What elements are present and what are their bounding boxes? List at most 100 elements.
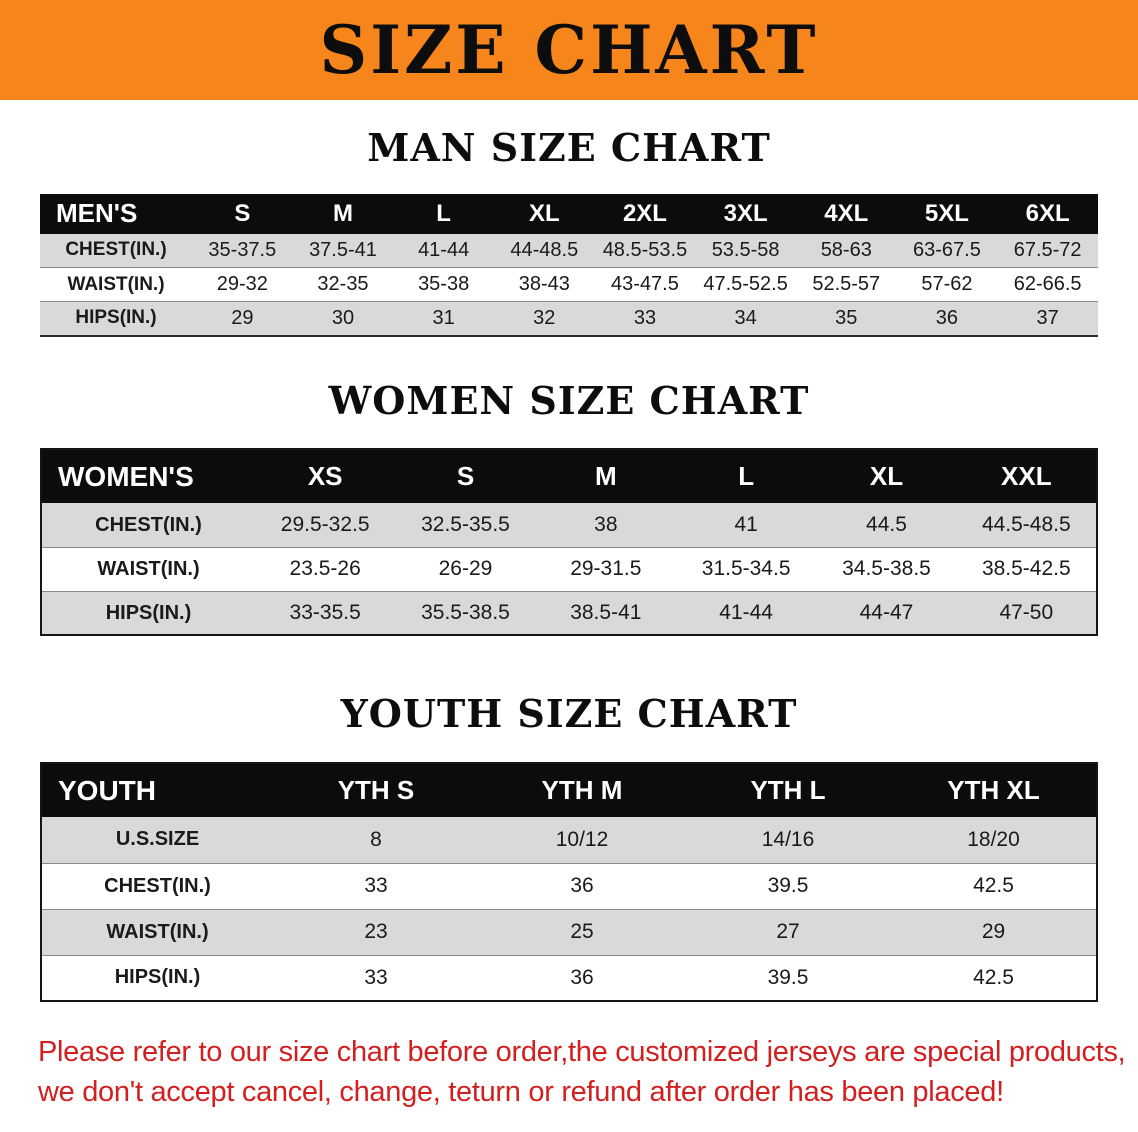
- size-header-cell: XL: [493, 193, 595, 234]
- size-value-cell: 23.5-26: [255, 547, 396, 592]
- size-header-cell: YTH XL: [891, 763, 1097, 818]
- size-value-cell: 48.5-53.5: [594, 233, 696, 269]
- size-value-cell: 47.5-52.5: [695, 267, 796, 303]
- size-header-cell: L: [675, 449, 817, 504]
- size-value-cell: 35-38: [393, 267, 494, 303]
- table-title-cell: YOUTH: [41, 763, 273, 818]
- size-header-cell: 4XL: [795, 193, 897, 234]
- size-header-cell: XL: [816, 449, 957, 504]
- size-value-cell: 36: [896, 301, 998, 337]
- size-value-cell: 53.5-58: [695, 233, 796, 269]
- size-value-cell: 33: [594, 301, 696, 337]
- size-value-cell: 33: [273, 955, 479, 1002]
- size-value-cell: 14/16: [685, 817, 891, 864]
- table-row: WAIST(IN.) 29-32 32-35 35-38 38-43 43-47.5 47.…: [40, 267, 1098, 303]
- row-label-cell: WAIST(IN.): [41, 547, 255, 592]
- size-value-cell: 38-43: [493, 267, 595, 303]
- size-value-cell: 25: [479, 909, 685, 956]
- size-value-cell: 43-47.5: [594, 267, 696, 303]
- size-value-cell: 29.5-32.5: [255, 503, 396, 548]
- table-row: CHEST(IN.) 33 36 39.5 42.5: [41, 863, 1097, 910]
- size-value-cell: 29: [891, 909, 1097, 956]
- men-size-section: MAN SIZE CHART MEN'S S M L XL 2XL 3XL 4XL 5XL 6XL…: [0, 126, 1138, 337]
- size-value-cell: 41-44: [675, 591, 817, 636]
- page-title: SIZE CHART: [319, 11, 819, 89]
- row-label-cell: CHEST(IN.): [40, 233, 192, 269]
- size-header-cell: YTH S: [273, 763, 479, 818]
- size-header-cell: M: [292, 193, 394, 234]
- size-value-cell: 31: [393, 301, 494, 337]
- size-value-cell: 41-44: [393, 233, 494, 269]
- size-value-cell: 39.5: [685, 955, 891, 1002]
- men-size-table: MEN'S S M L XL 2XL 3XL 4XL 5XL 6XL CHEST(IN.) 35-37…: [40, 193, 1098, 337]
- size-value-cell: 32.5-35.5: [395, 503, 536, 548]
- size-value-cell: 41: [675, 503, 817, 548]
- size-value-cell: 33: [273, 863, 479, 910]
- size-value-cell: 10/12: [479, 817, 685, 864]
- table-row: WAIST(IN.) 23 25 27 29: [41, 909, 1097, 956]
- size-header-cell: XXL: [956, 449, 1097, 504]
- table-header-row: MEN'S S M L XL 2XL 3XL 4XL 5XL 6XL: [40, 193, 1098, 234]
- row-label-cell: HIPS(IN.): [40, 301, 192, 337]
- size-value-cell: 35.5-38.5: [395, 591, 536, 636]
- size-value-cell: 44.5: [816, 503, 957, 548]
- table-row: CHEST(IN.) 35-37.5 37.5-41 41-44 44-48.5 48.5…: [40, 233, 1098, 269]
- size-value-cell: 34.5-38.5: [816, 547, 957, 592]
- size-value-cell: 52.5-57: [795, 267, 897, 303]
- row-label-cell: HIPS(IN.): [41, 955, 273, 1002]
- youth-size-section: YOUTH SIZE CHART YOUTH YTH S YTH M YTH L YTH…: [0, 692, 1138, 1003]
- size-value-cell: 62-66.5: [997, 267, 1098, 303]
- size-value-cell: 31.5-34.5: [675, 547, 817, 592]
- size-value-cell: 36: [479, 955, 685, 1002]
- size-value-cell: 18/20: [891, 817, 1097, 864]
- men-section-heading: MAN SIZE CHART: [367, 125, 771, 170]
- women-size-table: WOMEN'S XS S M L XL XXL CHEST(IN.) 29.5-32.5 32.5…: [40, 448, 1098, 637]
- size-header-cell: XS: [255, 449, 396, 504]
- size-value-cell: 44-47: [816, 591, 957, 636]
- size-value-cell: 34: [695, 301, 796, 337]
- disclaimer-line-2: we don't accept cancel, change, teturn o…: [38, 1076, 1004, 1109]
- size-value-cell: 29-32: [192, 267, 293, 303]
- size-value-cell: 8: [273, 817, 479, 864]
- size-value-cell: 42.5: [891, 955, 1097, 1002]
- size-value-cell: 27: [685, 909, 891, 956]
- size-header-cell: S: [192, 193, 293, 234]
- table-row: HIPS(IN.) 33-35.5 35.5-38.5 38.5-41 41-44 44-…: [41, 591, 1097, 636]
- table-row: U.S.SIZE 8 10/12 14/16 18/20: [41, 817, 1097, 864]
- size-value-cell: 47-50: [956, 591, 1097, 636]
- size-value-cell: 26-29: [395, 547, 536, 592]
- table-row: HIPS(IN.) 29 30 31 32 33 34 35 36 37: [40, 301, 1098, 337]
- size-header-cell: L: [393, 193, 494, 234]
- youth-size-table: YOUTH YTH S YTH M YTH L YTH XL U.S.SIZE 8 10/12…: [40, 762, 1098, 1003]
- size-header-cell: 6XL: [997, 193, 1098, 234]
- size-value-cell: 35-37.5: [192, 233, 293, 269]
- size-value-cell: 39.5: [685, 863, 891, 910]
- size-value-cell: 37.5-41: [292, 233, 394, 269]
- size-header-cell: S: [395, 449, 536, 504]
- table-title-cell: MEN'S: [40, 193, 192, 234]
- size-value-cell: 67.5-72: [997, 233, 1098, 269]
- size-value-cell: 30: [292, 301, 394, 337]
- size-value-cell: 38.5-41: [535, 591, 676, 636]
- size-header-cell: 3XL: [695, 193, 796, 234]
- row-label-cell: U.S.SIZE: [41, 817, 273, 864]
- size-value-cell: 33-35.5: [255, 591, 396, 636]
- size-value-cell: 32-35: [292, 267, 394, 303]
- size-value-cell: 44.5-48.5: [956, 503, 1097, 548]
- table-header-row: YOUTH YTH S YTH M YTH L YTH XL: [41, 763, 1097, 818]
- size-value-cell: 35: [795, 301, 897, 337]
- size-value-cell: 58-63: [795, 233, 897, 269]
- size-value-cell: 38: [535, 503, 676, 548]
- row-label-cell: WAIST(IN.): [41, 909, 273, 956]
- size-value-cell: 36: [479, 863, 685, 910]
- size-value-cell: 42.5: [891, 863, 1097, 910]
- size-header-cell: 5XL: [896, 193, 998, 234]
- row-label-cell: CHEST(IN.): [41, 863, 273, 910]
- table-row: HIPS(IN.) 33 36 39.5 42.5: [41, 955, 1097, 1002]
- table-row: CHEST(IN.) 29.5-32.5 32.5-35.5 38 41 44.5 44.5…: [41, 503, 1097, 548]
- size-header-cell: M: [535, 449, 676, 504]
- size-value-cell: 57-62: [896, 267, 998, 303]
- size-header-cell: YTH M: [479, 763, 685, 818]
- row-label-cell: HIPS(IN.): [41, 591, 255, 636]
- row-label-cell: CHEST(IN.): [41, 503, 255, 548]
